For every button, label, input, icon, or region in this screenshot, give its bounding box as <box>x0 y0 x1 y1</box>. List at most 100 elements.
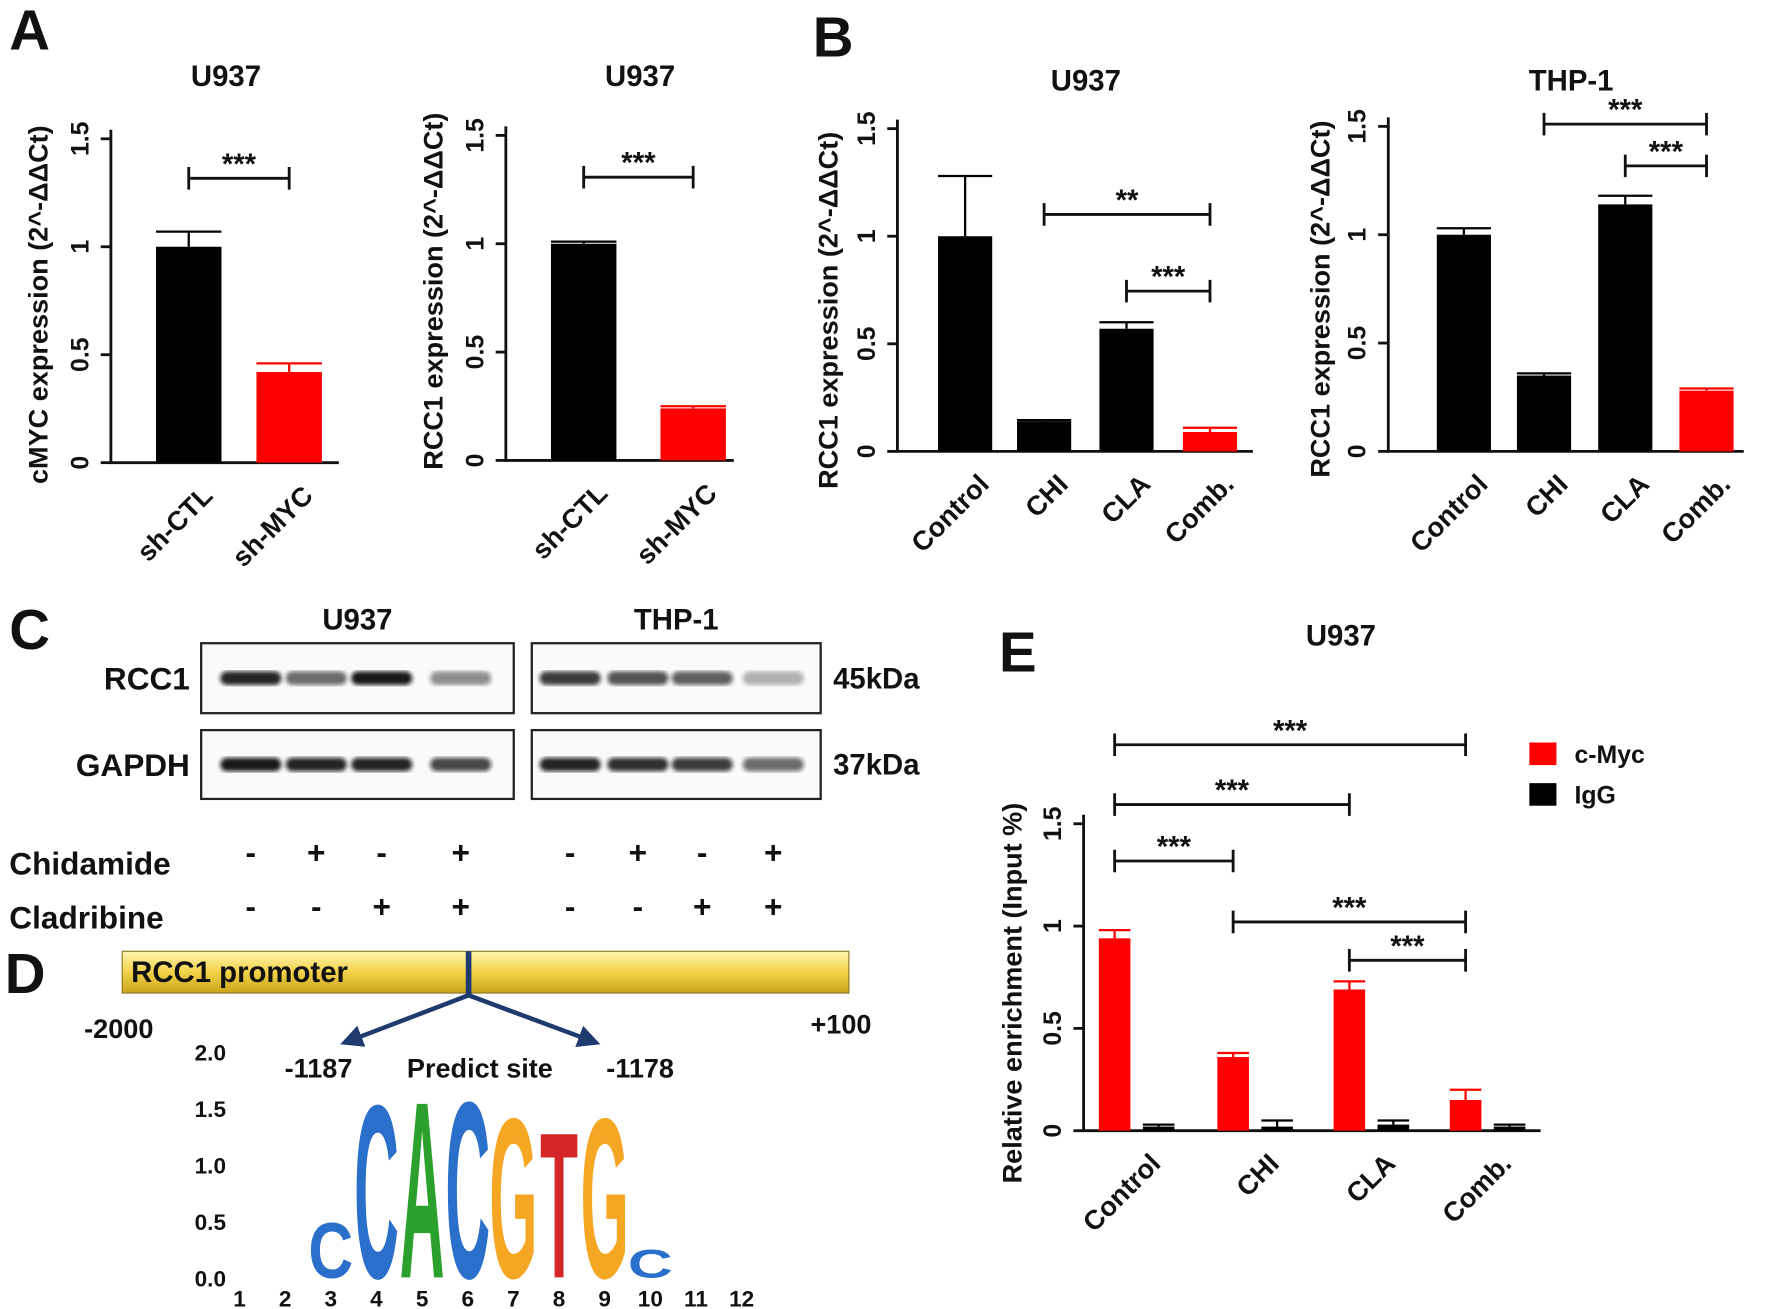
treatment-sign: + <box>307 834 325 870</box>
chart-title: U937 <box>191 60 261 93</box>
y-tick-label: 1.5 <box>462 118 489 153</box>
treatment-sign: - <box>697 834 708 870</box>
treatment-sign: + <box>629 834 647 870</box>
treatment-sign: + <box>764 888 782 924</box>
significance-bracket <box>1113 793 1351 816</box>
x-tick-label: Control <box>905 468 995 558</box>
legend-label: IgG <box>1574 782 1615 809</box>
bar <box>1377 1124 1410 1131</box>
x-tick-label: 11 <box>684 1287 708 1309</box>
y-axis-label: Relative enrichment (Input %) <box>997 803 1028 1184</box>
significance-bracket <box>1042 203 1212 226</box>
bar <box>1099 328 1154 452</box>
y-tick-label: 2.0 <box>195 1041 226 1066</box>
site-arrow <box>467 993 601 1047</box>
x-tick-label: sh-MYC <box>226 479 319 572</box>
blot-band <box>671 671 733 685</box>
treatment-sign: + <box>764 834 782 870</box>
panel-letter: E <box>999 620 1037 683</box>
y-tick-label: 1 <box>854 229 881 243</box>
x-tick-label: CHI <box>1230 1147 1285 1202</box>
bar <box>1017 421 1072 452</box>
promoter-end: +100 <box>810 1009 871 1040</box>
x-tick-label: Comb. <box>1655 468 1736 549</box>
panel-letter: B <box>813 5 854 68</box>
treatment-label: Chidamide <box>9 846 170 882</box>
x-tick-label: 7 <box>507 1287 520 1309</box>
treatment-sign: + <box>693 888 711 924</box>
significance-bracket <box>582 165 695 189</box>
size-label: 37kDa <box>833 749 920 782</box>
bar <box>1679 390 1734 452</box>
y-tick-label: 1.5 <box>1345 109 1372 144</box>
y-tick-label: 0.5 <box>67 337 94 372</box>
significance-label: *** <box>1273 714 1308 747</box>
x-tick-label: Comb. <box>1158 468 1239 549</box>
treatment-sign: - <box>246 888 257 924</box>
x-tick-label: sh-CTL <box>526 477 614 565</box>
blot-band <box>607 757 669 772</box>
significance-bracket <box>1113 733 1467 757</box>
y-tick-label: 0 <box>1345 444 1372 458</box>
x-tick-label: CLA <box>1340 1147 1401 1208</box>
x-tick-label: CLA <box>1594 468 1655 529</box>
bar <box>1098 938 1131 1131</box>
promoter-label: RCC1 promoter <box>131 956 348 989</box>
promoter-bar <box>121 950 850 994</box>
panel-letter: A <box>9 0 50 62</box>
treatment-label: Cladribine <box>9 900 163 936</box>
treatment-sign: - <box>565 888 576 924</box>
significance-label: ** <box>1116 184 1139 217</box>
blot-band <box>351 671 413 685</box>
blot-band <box>742 757 804 772</box>
significance-label: *** <box>222 148 257 181</box>
logo-letter: C <box>354 1055 399 1309</box>
treatment-sign: + <box>372 888 390 924</box>
treatment-sign: - <box>246 834 257 870</box>
y-tick-label: 0.5 <box>1345 326 1372 361</box>
x-tick-label: 4 <box>370 1287 383 1309</box>
y-tick-label: 0 <box>854 444 881 458</box>
significance-bracket <box>1113 849 1235 873</box>
treatment-sign: - <box>376 834 387 870</box>
bar <box>1598 204 1653 452</box>
blot-band <box>671 757 733 772</box>
x-tick-label: 3 <box>325 1287 338 1309</box>
bar <box>256 371 322 463</box>
legend-swatch <box>1529 783 1557 806</box>
legend-label: c-Myc <box>1574 742 1645 769</box>
panel-letter: D <box>5 942 46 1005</box>
blot-band <box>220 671 282 685</box>
significance-bracket <box>1623 154 1708 178</box>
logo-letter: T <box>540 1089 578 1309</box>
y-axis-label: cMYC expression (2^-ΔΔCt) <box>23 125 54 484</box>
significance-label: *** <box>1332 891 1367 924</box>
y-tick-label: 0.5 <box>1040 1011 1067 1046</box>
y-axis-label: RCC1 expression (2^-ΔΔCt) <box>813 132 844 489</box>
y-tick-label: 0 <box>67 456 94 470</box>
chart-title: U937 <box>605 60 675 93</box>
y-tick-label: 1.5 <box>195 1097 226 1122</box>
y-tick-label: 0 <box>462 454 489 468</box>
treatment-sign: + <box>451 834 469 870</box>
x-tick-label: sh-CTL <box>131 479 219 567</box>
y-tick-label: 0.0 <box>195 1266 226 1291</box>
significance-label: *** <box>1649 135 1684 168</box>
legend-swatch <box>1529 742 1557 766</box>
x-tick-label: 10 <box>638 1287 663 1309</box>
chart-title: THP-1 <box>1529 64 1614 97</box>
logo-letter: C <box>308 1207 353 1295</box>
x-tick-label: 9 <box>598 1287 611 1309</box>
y-tick-label: 0.5 <box>195 1210 226 1235</box>
x-tick-label: Control <box>1076 1147 1166 1237</box>
x-tick-label: 5 <box>416 1287 429 1309</box>
significance-label: *** <box>1157 830 1192 863</box>
site-start: -1187 <box>285 1053 353 1084</box>
blot-band <box>607 671 669 685</box>
y-tick-label: 0.5 <box>462 335 489 370</box>
blot-band <box>285 757 347 772</box>
y-tick-label: 1 <box>1345 228 1372 242</box>
